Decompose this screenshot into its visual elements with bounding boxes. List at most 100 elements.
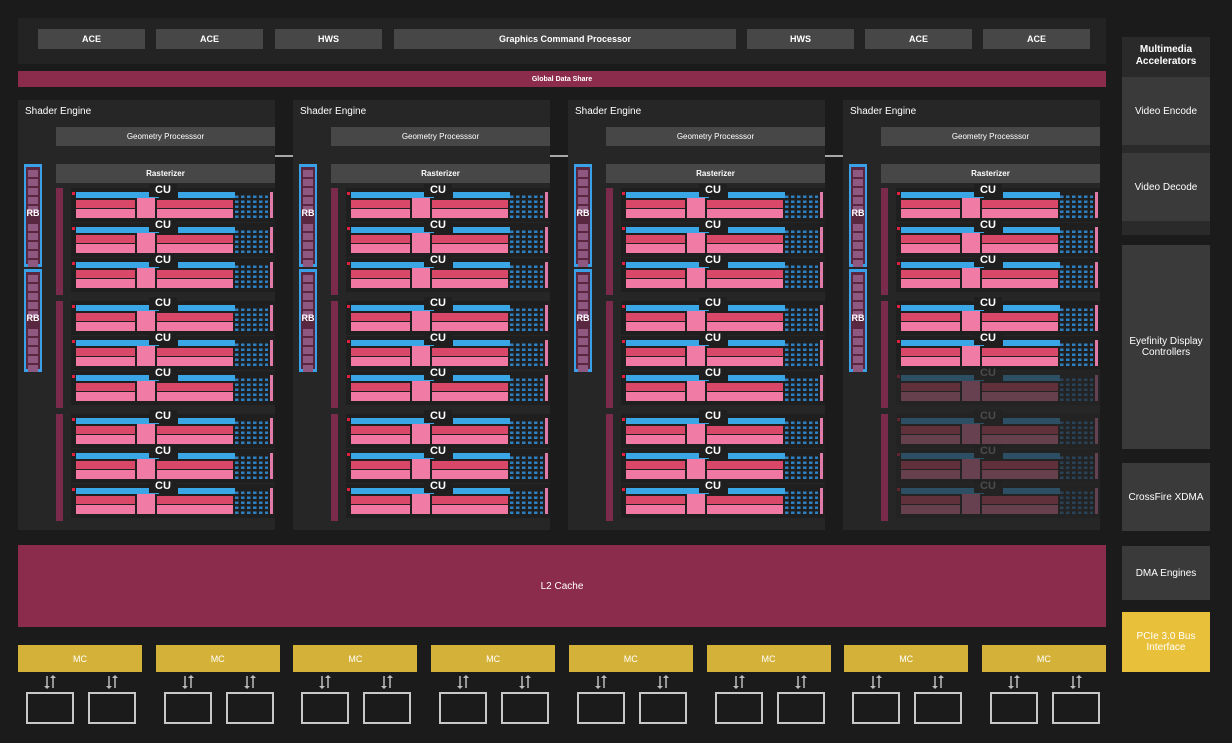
cu-simd [157,470,233,479]
cu-simd [982,322,1058,331]
cu-lds [687,268,705,288]
cu-simd [982,357,1058,366]
compute-unit: CU [621,410,825,448]
compute-unit: CU [896,254,1100,292]
cu-simd [626,435,685,444]
cu-cache-grid [785,263,818,288]
render-backend: RB [299,164,317,267]
cu-group-bar [881,414,888,521]
cu-simd [626,200,685,208]
cu-simd [982,470,1058,479]
cu-cache-grid [785,376,818,401]
cu-marker [622,453,625,456]
cu-scalar-unit [728,453,785,459]
cu-edge [270,340,273,366]
cu-scalar-unit [453,227,510,233]
cu-edge [1095,227,1098,253]
cu-label: CU [424,254,452,267]
rb-cell [578,224,588,231]
cu-simd [707,279,783,288]
cu-scalar-unit [728,375,785,381]
cu-simd [351,505,410,514]
bidirectional-arrow-icon [242,675,258,689]
cu-label: CU [149,332,177,345]
rb-cell [578,233,588,240]
cu-simd [707,270,783,278]
rb-cell [853,170,863,177]
rb-inner [301,167,315,267]
cu-lds [687,381,705,401]
cu-marker [897,340,900,343]
memory-chip [501,692,550,724]
cu-simd [351,392,410,401]
cu-scalar-unit [351,340,434,346]
cu-group-bar [881,301,888,408]
cu-label: CU [424,410,452,423]
cu-label: CU [424,219,452,232]
cu-scalar-unit [76,192,159,198]
cu-label: CU [424,332,452,345]
cu-cache-grid [510,454,543,479]
cu-simd [351,279,410,288]
cu-scalar-unit [453,305,510,311]
rb-cell [28,170,38,177]
rb-label: RB [851,313,865,323]
rb-label: RB [851,208,865,218]
rb-cell [853,347,863,354]
shader-engine-title: Shader Engine [25,106,92,117]
cu-marker [622,375,625,378]
cu-scalar-unit [178,262,235,268]
cu-scalar-unit [626,340,709,346]
cu-simd [432,496,508,504]
cu-simd [626,235,685,243]
memory-chip [776,692,825,724]
cu-simd [901,392,960,401]
cu-scalar-unit [1003,340,1060,346]
cu-lds [687,311,705,331]
cu-simd [901,270,960,278]
rb-cell [853,356,863,363]
cu-cache-grid [510,419,543,444]
cu-simd [707,383,783,391]
cu-scalar-unit [453,453,510,459]
cu-simd [76,426,135,434]
cu-label: CU [974,254,1002,267]
cu-label: CU [974,219,1002,232]
cu-scalar-unit [76,305,159,311]
cu-marker [897,262,900,265]
render-backend: RB [574,164,592,267]
cu-scalar-unit [1003,227,1060,233]
rb-cell [853,233,863,240]
cu-scalar-unit [901,418,984,424]
cu-simd [76,348,135,356]
cu-marker [72,262,75,265]
bidirectional-arrow-icon [793,675,809,689]
cu-label: CU [699,367,727,380]
rb-cell [28,233,38,240]
cu-scalar-unit [453,488,510,494]
cu-simd [432,426,508,434]
cu-marker [897,488,900,491]
cu-simd [351,348,410,356]
compute-unit: CU [71,367,275,405]
cu-cache-grid [235,454,268,479]
cu-simd [432,235,508,243]
cu-lds [412,494,430,514]
cu-cache-grid [235,193,268,218]
cu-label: CU [699,219,727,232]
cu-simd [76,496,135,504]
shader-engine-title: Shader Engine [850,106,917,117]
cu-edge [270,262,273,288]
cu-simd [901,461,960,469]
cu-label: CU [149,445,177,458]
memory-chip [852,692,901,724]
cu-scalar-unit [728,262,785,268]
cu-simd [901,426,960,434]
cu-edge [820,340,823,366]
cu-group-bar [56,188,63,295]
cu-simd [901,348,960,356]
cu-marker [622,262,625,265]
compute-unit: CU [346,480,550,518]
cu-lds [137,494,155,514]
cu-simd [707,392,783,401]
